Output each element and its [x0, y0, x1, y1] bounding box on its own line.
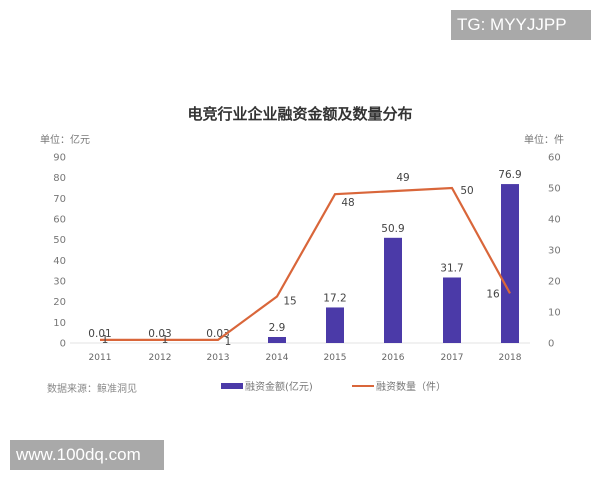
right-tick-label: 30: [548, 246, 561, 257]
left-tick-label: 90: [53, 153, 66, 164]
right-tick-label: 20: [548, 277, 561, 288]
left-axis-ticks: 0 10 20 30 40 50 60 70 80 90: [53, 153, 66, 350]
line-value-label: 1: [102, 334, 109, 346]
bar-value-label: 76.9: [498, 169, 521, 181]
line-value-label: 48: [341, 197, 354, 209]
left-tick-label: 50: [53, 235, 66, 246]
bar-value-label: 2.9: [269, 322, 286, 334]
right-tick-label: 50: [548, 184, 561, 195]
bar-value-label: 31.7: [440, 262, 463, 274]
legend-line-swatch: [352, 384, 374, 387]
left-tick-label: 40: [53, 256, 66, 267]
left-axis-unit: 单位：亿元: [40, 135, 90, 146]
x-tick-label: 2012: [149, 353, 172, 363]
legend-item-amount: 融资金额(亿元): [221, 378, 313, 393]
watermark-top: TG: MYYJJPP: [451, 10, 591, 40]
bar-2015: [326, 307, 344, 343]
right-axis-ticks: 0 10 20 30 40 50 60: [548, 153, 561, 350]
bar-value-label: 0.01: [88, 328, 111, 340]
right-tick-label: 40: [548, 215, 561, 226]
left-tick-label: 20: [53, 297, 66, 308]
right-tick-label: 10: [548, 308, 561, 319]
x-tick-label: 2014: [266, 353, 289, 363]
chart-title: 电竞行业企业融资金额及数量分布: [187, 105, 413, 123]
line-value-label: 16: [486, 288, 500, 300]
right-axis-unit: 单位：件: [524, 135, 564, 146]
bar-2017: [443, 277, 461, 343]
legend-bar-swatch: [221, 382, 243, 389]
x-tick-label: 2018: [499, 353, 522, 363]
legend-label-count: 融资数量（件）: [376, 382, 446, 393]
legend-item-count: 融资数量（件）: [352, 378, 446, 393]
bar-2014: [268, 337, 286, 343]
x-tick-label: 2011: [89, 353, 112, 363]
left-tick-label: 30: [53, 277, 66, 288]
x-tick-label: 2013: [207, 353, 230, 363]
right-tick-label: 60: [548, 153, 561, 164]
watermark-bottom: www.100dq.com: [10, 440, 164, 470]
bar-series: [268, 184, 519, 343]
bar-2018: [501, 184, 519, 343]
line-value-label: 15: [283, 296, 296, 308]
left-tick-label: 10: [53, 318, 66, 329]
right-tick-label: 0: [548, 339, 554, 350]
left-tick-label: 70: [53, 194, 66, 205]
bar-value-label: 17.2: [323, 292, 346, 304]
x-tick-label: 2016: [382, 353, 405, 363]
line-value-label: 50: [460, 185, 473, 197]
left-tick-label: 0: [60, 339, 66, 350]
line-value-label: 49: [396, 172, 409, 184]
bar-value-label: 0.03: [148, 328, 171, 340]
x-axis-labels: 2011 2012 2013 2014 2015 2016 2017 2018: [89, 353, 522, 363]
left-tick-label: 80: [53, 173, 66, 184]
line-value-label: 1: [225, 336, 232, 348]
bar-2016: [384, 237, 402, 343]
x-tick-label: 2015: [324, 353, 347, 363]
line-series: [100, 186, 511, 341]
x-tick-label: 2017: [441, 353, 464, 363]
bar-value-label: 50.9: [381, 223, 404, 235]
legend-label-amount: 融资金额(亿元): [245, 382, 313, 393]
left-tick-label: 60: [53, 215, 66, 226]
data-source-note: 数据来源：鲸准洞见: [47, 384, 137, 395]
line-value-label: 1: [162, 334, 169, 346]
line-value-labels: 1 1 1 15 48 49 50 16: [102, 172, 500, 348]
